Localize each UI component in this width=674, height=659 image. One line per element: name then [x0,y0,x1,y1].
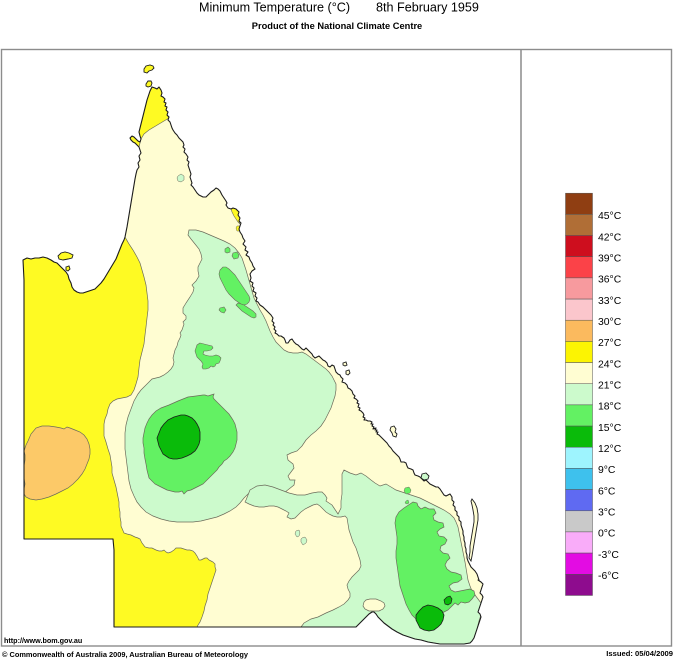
svg-text:Product of the National Climat: Product of the National Climate Centre [252,21,422,31]
svg-text:3°C: 3°C [598,508,616,519]
svg-text:9°C: 9°C [598,465,616,476]
svg-text:42°C: 42°C [598,232,622,243]
svg-text:21°C: 21°C [598,381,622,392]
svg-text:-3°C: -3°C [598,550,619,561]
svg-text:39°C: 39°C [598,254,622,265]
svg-text:0°C: 0°C [598,529,616,540]
svg-text:24°C: 24°C [598,359,622,370]
svg-text:36°C: 36°C [598,275,622,286]
svg-text:45°C: 45°C [598,211,622,222]
svg-text:© Commonwealth of Australia 20: © Commonwealth of Australia 2009, Austra… [2,650,249,659]
svg-text:-6°C: -6°C [598,571,619,582]
svg-text:8th February 1959: 8th February 1959 [376,1,479,15]
svg-text:http://www.bom.gov.au: http://www.bom.gov.au [4,636,82,645]
svg-text:33°C: 33°C [598,296,622,307]
svg-text:6°C: 6°C [598,486,616,497]
svg-text:18°C: 18°C [598,402,622,413]
svg-text:27°C: 27°C [598,338,622,349]
svg-text:15°C: 15°C [598,423,622,434]
svg-text:Minimum Temperature (°C): Minimum Temperature (°C) [199,1,350,15]
svg-text:Issued: 05/04/2009: Issued: 05/04/2009 [606,649,673,658]
svg-text:30°C: 30°C [598,317,622,328]
svg-text:12°C: 12°C [598,444,622,455]
